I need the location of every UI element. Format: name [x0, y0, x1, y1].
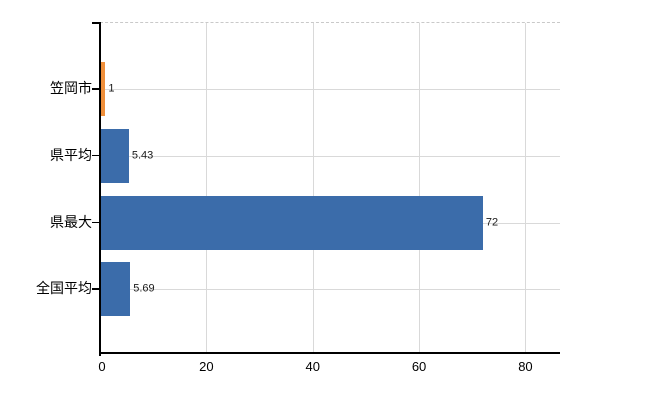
category-label-県最大: 県最大	[50, 213, 92, 230]
category-tick	[92, 154, 100, 157]
category-label-全国平均: 全国平均	[36, 280, 92, 297]
horizontal-gridline	[100, 289, 560, 291]
value-label: 5.69	[133, 282, 155, 295]
category-tick	[92, 88, 100, 90]
value-label: 5.43	[131, 149, 154, 162]
value-label: 1	[108, 82, 115, 95]
x-tick-label-20: 20	[199, 359, 214, 374]
bar-全国平均	[100, 262, 131, 317]
horizontal-gridline	[100, 89, 560, 90]
vertical-gridline-80	[525, 23, 527, 352]
vertical-gridline-40	[312, 23, 314, 352]
y-axis-top-tick	[92, 22, 100, 24]
bar-県平均	[100, 128, 129, 183]
x-tick-label-0: 0	[98, 359, 106, 374]
vertical-gridline-20	[206, 23, 208, 352]
category-tick	[92, 288, 100, 290]
category-label-県平均: 県平均	[50, 146, 92, 163]
x-tick-label-40: 40	[305, 359, 320, 374]
category-tick	[92, 221, 100, 223]
vertical-gridline-60	[419, 23, 421, 352]
horizontal-gridline	[100, 155, 560, 157]
bar-笠岡市	[100, 62, 106, 116]
plot-area: 1 5.43 72 5.69	[100, 22, 560, 352]
x-tick-label-60: 60	[411, 359, 427, 374]
x-axis-line	[100, 352, 560, 354]
y-axis-line	[99, 22, 101, 356]
bar-県最大	[100, 195, 483, 250]
category-label-笠岡市: 笠岡市	[50, 80, 92, 96]
value-label: 72	[485, 216, 499, 228]
x-tick-label-80: 80	[518, 359, 533, 374]
